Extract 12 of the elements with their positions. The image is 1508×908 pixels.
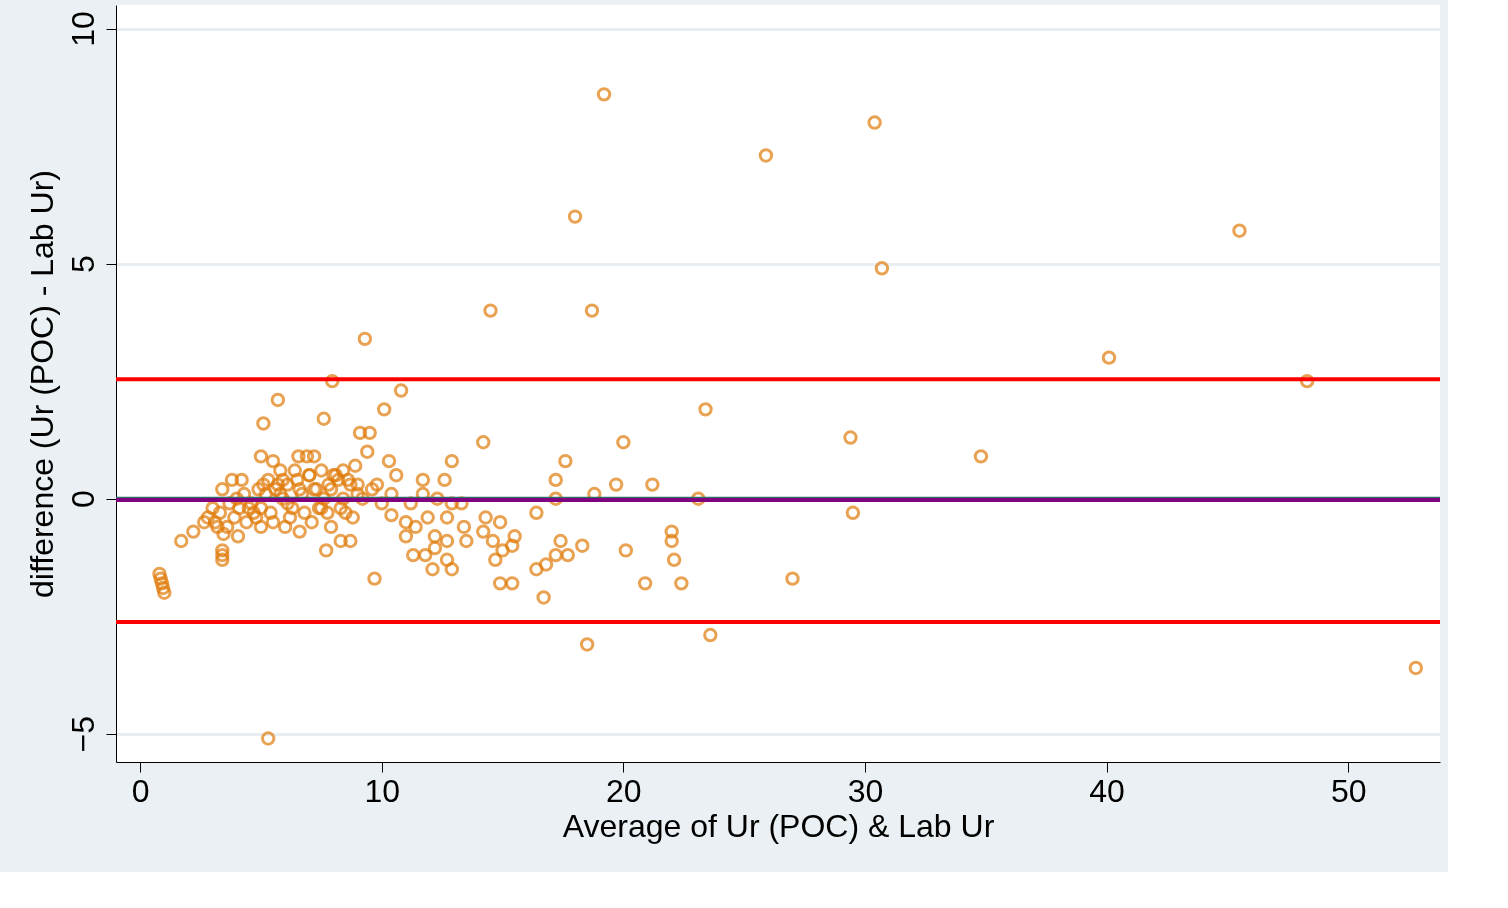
x-tick-label: 30 (847, 772, 884, 809)
y-tick-label: 10 (64, 11, 101, 47)
x-tick-label: 10 (364, 772, 401, 809)
x-tick-label: 20 (606, 772, 642, 809)
x-tick-label: 40 (1089, 772, 1125, 809)
x-axis-title: Average of Ur (POC) & Lab Ur (562, 807, 995, 844)
x-tick-label: 50 (1330, 772, 1367, 809)
y-tick-label: 5 (64, 255, 101, 273)
x-tick-label: 0 (131, 772, 150, 809)
y-tick-label: −5 (64, 716, 101, 753)
y-tick-label: 0 (64, 490, 101, 509)
y-axis-title: difference (Ur (POC) - Lab Ur) (23, 170, 60, 598)
